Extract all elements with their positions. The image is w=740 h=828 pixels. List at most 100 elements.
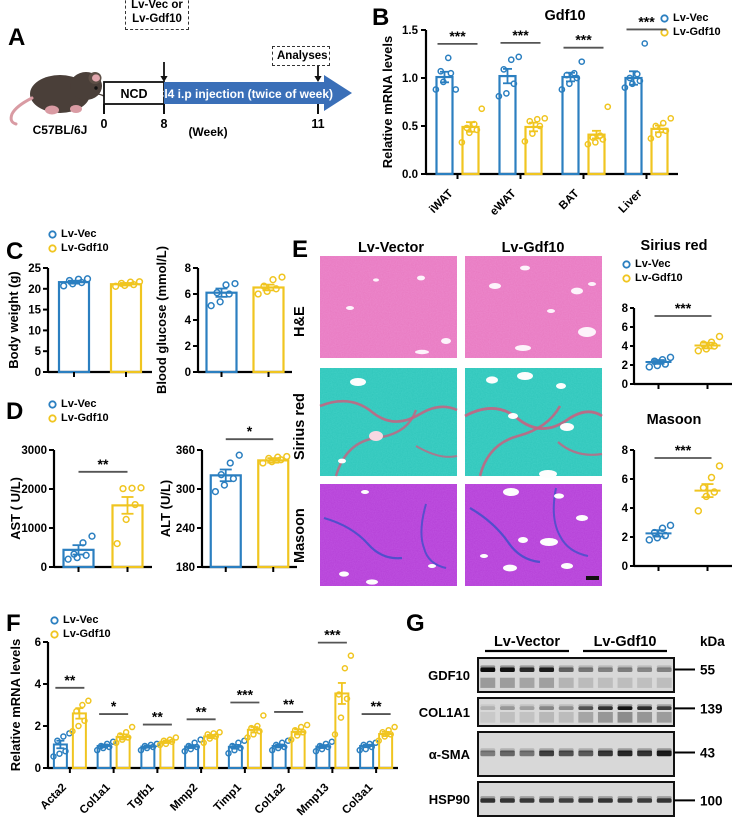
svg-text:5: 5 — [35, 346, 42, 358]
svg-text:Body weight (g): Body weight (g) — [6, 271, 21, 369]
svg-text:4: 4 — [622, 503, 629, 515]
legend-marker-lv-vec — [622, 259, 631, 269]
legend-marker-lv-vec — [50, 615, 59, 625]
svg-text:Timp1: Timp1 — [212, 781, 245, 814]
panel-e-legend: Lv-Vec Lv-Gdf10 — [622, 258, 683, 284]
svg-text:***: *** — [675, 442, 692, 458]
mouse-icon — [9, 72, 106, 126]
panel-e-chart-masoon: 0 2 4 6 8 *** — [612, 430, 738, 582]
svg-text:Acta2: Acta2 — [38, 782, 69, 813]
legend-marker-lv-vec — [48, 399, 57, 409]
svg-text:Lv-Gdf10: Lv-Gdf10 — [594, 634, 657, 650]
svg-text:Mmp2: Mmp2 — [168, 782, 200, 814]
svg-text:10: 10 — [28, 325, 41, 337]
histology-image-he-lv-gdf10 — [465, 256, 602, 358]
analyses-box: Analyses — [272, 46, 330, 67]
svg-text:***: *** — [449, 28, 466, 44]
panel-c-chart-body-weight: 0 5 10 15 20 25 Body weight (g) — [6, 258, 158, 388]
histology-image-he-lv-vector — [320, 256, 457, 358]
svg-text:***: *** — [324, 627, 341, 643]
panel-b-legend: Lv-Vec Lv-Gdf10 — [660, 12, 721, 38]
legend-label-lv-gdf10: Lv-Gdf10 — [61, 242, 109, 254]
svg-text:Mmp13: Mmp13 — [295, 782, 332, 819]
svg-text:kDa: kDa — [700, 634, 725, 649]
panel-e-col-header-lv-vector: Lv-Vector — [357, 240, 425, 256]
svg-text:360: 360 — [176, 445, 195, 457]
svg-text:*: * — [111, 698, 117, 714]
panel-e-row-label-he: H&E — [292, 306, 308, 338]
svg-text:ALT (U/L): ALT (U/L) — [158, 480, 173, 538]
panel-e-row-label-masoon: Masoon — [292, 508, 308, 563]
svg-text:8: 8 — [622, 445, 629, 457]
legend-marker-lv-vec — [48, 229, 57, 239]
panel-b-chart: 0.0 0.5 1.0 1.5 Relative mRNA levels *** iWAT *… — [378, 13, 738, 224]
panel-c-chart-blood-glucose: 0 2 4 6 8 Blood glucose (mmol/L) — [154, 246, 298, 394]
svg-text:***: *** — [575, 32, 592, 48]
svg-text:BAT: BAT — [557, 188, 582, 213]
svg-text:iWAT: iWAT — [427, 188, 455, 216]
svg-text:55: 55 — [700, 663, 716, 678]
svg-text:Relative mRNA levels: Relative mRNA levels — [380, 36, 395, 168]
svg-text:***: *** — [512, 27, 529, 43]
svg-text:8: 8 — [622, 303, 629, 315]
svg-text:Tgfb1: Tgfb1 — [126, 781, 157, 812]
svg-text:**: ** — [283, 696, 294, 712]
panel-label-b: B — [372, 4, 389, 31]
panel-label-g: G — [406, 610, 425, 637]
svg-text:**: ** — [98, 456, 109, 472]
svg-text:eWAT: eWAT — [488, 188, 518, 218]
svg-text:Liver: Liver — [617, 187, 645, 215]
injection-box-line2: Lv-Gdf10 — [132, 13, 182, 26]
timepoint-8: 8 — [161, 117, 168, 131]
svg-text:***: *** — [675, 300, 692, 316]
svg-text:1000: 1000 — [21, 523, 47, 535]
svg-text:2: 2 — [622, 360, 628, 372]
legend-label-lv-vec: Lv-Vec — [673, 12, 709, 24]
panel-f-legend: Lv-Vec Lv-Gdf10 — [50, 614, 111, 640]
svg-text:0: 0 — [185, 367, 191, 379]
svg-text:**: ** — [196, 703, 207, 719]
svg-text:25: 25 — [28, 263, 41, 275]
legend-marker-lv-vec — [660, 13, 669, 23]
svg-text:2000: 2000 — [21, 484, 47, 496]
histology-image-masoon-lv-vector — [320, 484, 457, 586]
svg-text:COL1A1: COL1A1 — [419, 705, 470, 720]
svg-text:139: 139 — [700, 701, 723, 716]
timepoint-11: 11 — [311, 117, 324, 131]
histology-image-sirius-lv-vector — [319, 368, 458, 477]
svg-text:**: ** — [64, 672, 75, 688]
svg-text:Col1a1: Col1a1 — [78, 781, 114, 817]
svg-text:8: 8 — [185, 263, 192, 275]
legend-marker-lv-gdf10 — [50, 629, 59, 639]
svg-text:α-SMA: α-SMA — [429, 747, 471, 762]
legend-label-lv-gdf10: Lv-Gdf10 — [635, 272, 683, 284]
svg-text:HSP90: HSP90 — [429, 792, 470, 807]
svg-text:3000: 3000 — [21, 445, 47, 457]
svg-text:180: 180 — [176, 562, 195, 574]
panel-f-chart: 0 2 4 6 Relative mRNA levels ** Acta2 * Col1a1 **… — [6, 627, 402, 824]
treatment-label: CCl4 i.p injection (twice of week) — [147, 87, 333, 101]
svg-text:**: ** — [371, 698, 382, 714]
legend-marker-lv-gdf10 — [622, 273, 631, 283]
legend-label-lv-vec: Lv-Vec — [63, 614, 99, 626]
svg-text:4: 4 — [622, 341, 629, 353]
svg-text:6: 6 — [622, 322, 628, 334]
panel-label-a: A — [8, 24, 25, 51]
svg-text:Col3a1: Col3a1 — [340, 781, 376, 817]
panel-label-f: F — [6, 610, 21, 637]
timepoint-0: 0 — [101, 117, 108, 131]
svg-text:0: 0 — [622, 561, 628, 573]
panel-label-e: E — [292, 236, 308, 263]
panel-e-col-header-lv-gdf10: Lv-Gdf10 — [501, 240, 565, 256]
panel-d-legend: Lv-Vec Lv-Gdf10 — [48, 398, 109, 424]
svg-text:AST ( U/L): AST ( U/L) — [8, 477, 23, 540]
panel-label-d: D — [6, 398, 23, 425]
week-axis-label: (Week) — [188, 125, 227, 139]
svg-text:*: * — [247, 423, 253, 439]
svg-text:0.0: 0.0 — [402, 169, 418, 181]
scale-bar — [586, 576, 599, 580]
svg-text:15: 15 — [28, 305, 41, 317]
panel-a-diagram: C57BL/6J NCD CCl4 i.p injection (twice o… — [8, 50, 368, 180]
svg-text:300: 300 — [176, 484, 195, 496]
